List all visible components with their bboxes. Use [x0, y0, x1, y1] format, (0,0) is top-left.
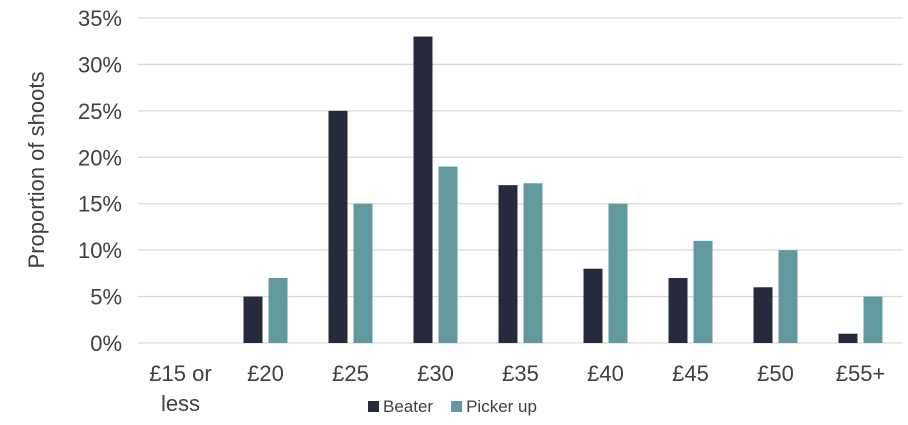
y-tick-label: 25%: [78, 99, 122, 124]
x-axis-ticks: £15 or less £20 £25 £30 £35 £40 £45 £50 £55+: [149, 361, 885, 416]
bar-beater-7: [753, 287, 773, 343]
bar-picker-up-6: [693, 240, 713, 343]
x-tick-label: £20: [247, 361, 284, 386]
x-tick-label: £30: [417, 361, 454, 386]
gridlines: [138, 17, 903, 344]
bar-beater-6: [668, 278, 688, 343]
y-axis-title: Proportion of shoots: [24, 72, 49, 269]
y-tick-label: 20%: [78, 145, 122, 170]
x-tick-label: £35: [502, 361, 539, 386]
x-tick-label: £45: [672, 361, 709, 386]
bar-picker-up-1: [268, 278, 288, 343]
bar-picker-up-2: [353, 203, 373, 343]
legend-label-beater: Beater: [383, 397, 433, 416]
bar-picker-up-3: [438, 166, 458, 343]
y-axis-ticks: 0% 5% 10% 15% 20% 25% 30% 35%: [78, 6, 122, 356]
bar-picker-up-8: [863, 296, 883, 343]
y-tick-label: 10%: [78, 238, 122, 263]
legend-swatch-picker-up: [451, 401, 463, 412]
bar-beater-3: [413, 36, 433, 343]
bar-beater-8: [838, 333, 858, 343]
legend: Beater Picker up: [368, 397, 537, 416]
bar-picker-up-7: [778, 250, 798, 343]
x-tick-label: £55+: [836, 361, 886, 386]
bar-beater-2: [328, 110, 348, 343]
bar-picker-up-5: [608, 203, 628, 343]
bar-beater-5: [583, 268, 603, 343]
x-tick-label: £25: [332, 361, 369, 386]
bar-beater-4: [498, 185, 518, 343]
bars: [243, 36, 883, 343]
bar-beater-1: [243, 296, 263, 343]
x-tick-label: £50: [757, 361, 794, 386]
legend-label-picker-up: Picker up: [466, 397, 537, 416]
y-tick-label: 35%: [78, 6, 122, 31]
x-tick-label: £15 or less: [149, 361, 211, 416]
bar-picker-up-4: [523, 183, 543, 343]
y-tick-label: 15%: [78, 192, 122, 217]
legend-swatch-beater: [368, 401, 379, 412]
y-tick-label: 0%: [90, 331, 122, 356]
x-tick-label: £40: [587, 361, 624, 386]
y-tick-label: 5%: [90, 285, 122, 310]
y-tick-label: 30%: [78, 52, 122, 77]
